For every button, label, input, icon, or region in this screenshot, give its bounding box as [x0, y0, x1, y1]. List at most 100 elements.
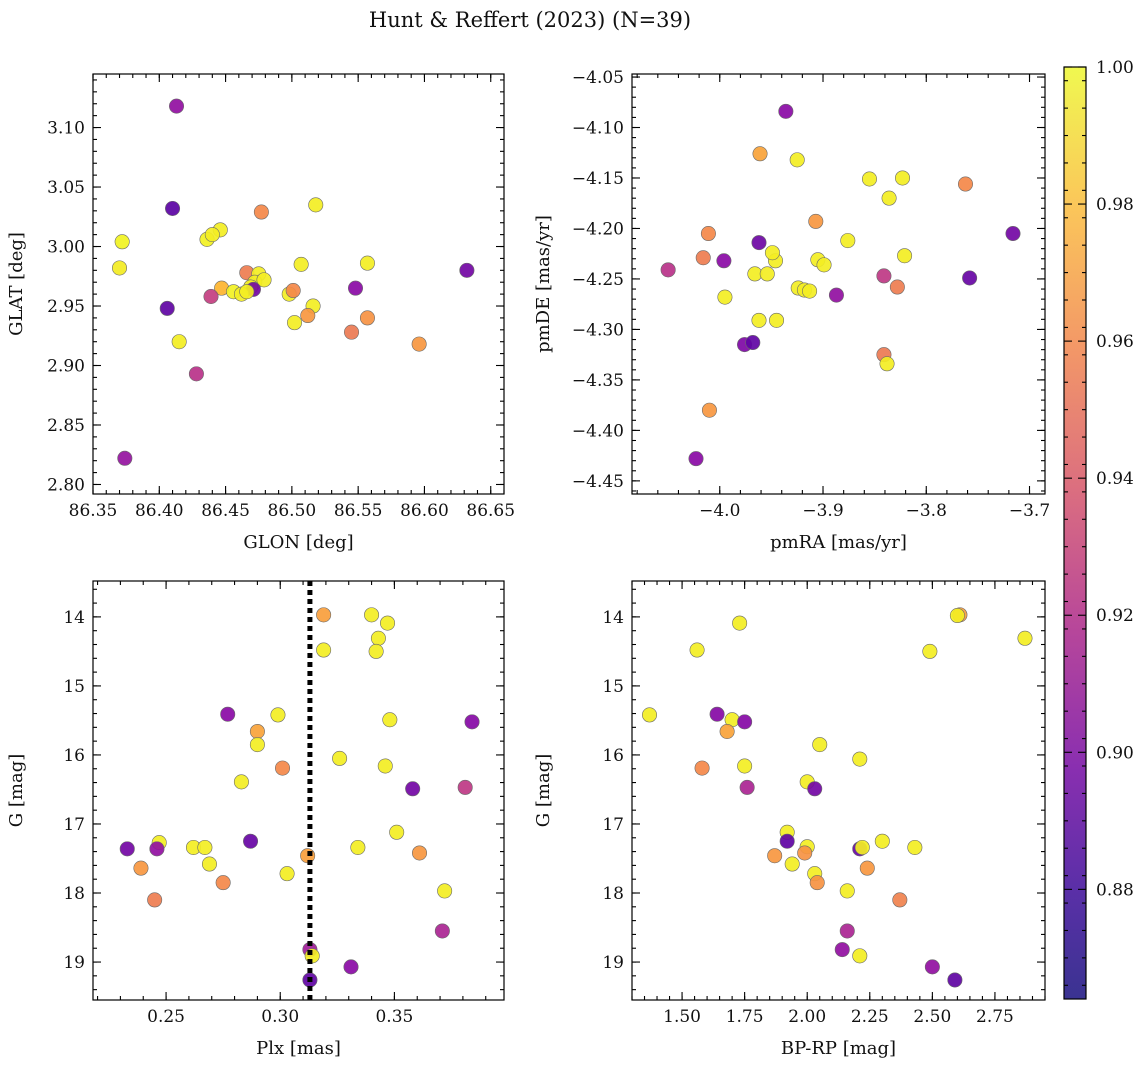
data-point [171, 334, 187, 350]
x-tick-label: −3.9 [802, 501, 843, 521]
y-tick-label: −4.35 [572, 371, 624, 391]
data-point [778, 103, 794, 119]
x-axis-label: pmRA [mas/yr] [770, 532, 907, 553]
x-axis-label: Plx [mas] [256, 1038, 341, 1059]
figure-title: Hunt & Reffert (2023) (N=39) [369, 8, 691, 32]
data-point [300, 308, 316, 324]
y-tick-label: 17 [602, 815, 624, 835]
y-tick-label: 15 [63, 677, 85, 697]
data-point [380, 615, 396, 631]
data-point [807, 781, 823, 797]
data-point [907, 839, 923, 855]
data-point [957, 176, 973, 192]
points-layer [642, 607, 1033, 988]
data-point [197, 839, 213, 855]
data-point [808, 213, 824, 229]
data-point [279, 866, 295, 882]
data-point [716, 253, 732, 269]
x-tick-label: 86.55 [334, 501, 383, 521]
data-point [464, 714, 480, 730]
data-point [114, 234, 130, 250]
points-layer [119, 607, 480, 988]
x-tick-label: −4.0 [699, 501, 740, 521]
data-point [828, 287, 844, 303]
y-tick-label: 16 [63, 746, 85, 766]
data-point [316, 607, 332, 623]
y-tick-label: −4.40 [572, 421, 624, 441]
y-tick-label: 2.95 [47, 297, 85, 317]
data-point [784, 856, 800, 872]
data-point [1005, 226, 1021, 242]
colorbar-frame [1063, 66, 1087, 1000]
data-point [732, 615, 748, 631]
data-point [147, 892, 163, 908]
y-tick-label: 19 [63, 953, 85, 973]
colorbar-tick-label: 0.92 [1096, 606, 1134, 626]
data-point [203, 288, 219, 304]
data-point [839, 923, 855, 939]
data-point [689, 642, 705, 658]
x-tick-label: 1.50 [663, 1007, 701, 1027]
data-point [165, 200, 181, 216]
data-point [852, 751, 868, 767]
x-axis-label: BP-RP [mag] [781, 1038, 896, 1059]
colorbar-tick-label: 0.90 [1096, 743, 1134, 763]
x-tick-label: 0.35 [375, 1007, 413, 1027]
data-point [239, 284, 255, 300]
data-point [839, 883, 855, 899]
data-point [660, 262, 676, 278]
data-point [133, 860, 149, 876]
data-point [364, 607, 380, 623]
data-point [204, 227, 220, 243]
y-tick-label: 16 [602, 746, 624, 766]
x-tick-label: 86.50 [268, 501, 317, 521]
y-tick-label: 19 [602, 953, 624, 973]
points-layer [112, 98, 475, 466]
data-point [1017, 630, 1033, 646]
data-point [412, 845, 428, 861]
data-point [717, 289, 733, 305]
data-point [759, 266, 775, 282]
y-axis-label: G [mag] [533, 754, 554, 827]
colorbar-tick-label: 0.94 [1096, 469, 1134, 489]
y-tick-label: 18 [602, 884, 624, 904]
data-point [253, 204, 269, 220]
data-point [701, 402, 717, 418]
colorbar-tick-label: 0.88 [1096, 880, 1134, 900]
data-point [112, 260, 128, 276]
data-point [816, 257, 832, 273]
data-point [779, 833, 795, 849]
colorbar: 0.88 0.90 0.92 0.94 0.96 0.98 1.00 [1063, 58, 1134, 1000]
data-point [694, 760, 710, 776]
data-point [789, 152, 805, 168]
data-point [359, 310, 375, 326]
data-point [188, 366, 204, 382]
data-point [437, 883, 453, 899]
data-point [922, 643, 938, 659]
data-point [962, 270, 978, 286]
data-point [876, 268, 892, 284]
data-point [169, 98, 185, 114]
y-tick-label: 3.00 [47, 238, 85, 258]
x-tick-label: 86.35 [69, 501, 118, 521]
data-point [737, 714, 753, 730]
y-tick-label: −4.25 [572, 270, 624, 290]
data-point [459, 262, 475, 278]
data-point [316, 642, 332, 658]
y-tick-label: 18 [63, 884, 85, 904]
data-point [897, 248, 913, 264]
data-point [382, 712, 398, 728]
data-point [119, 841, 135, 857]
panel-glon-glat: 86.35 86.40 86.45 86.50 86.55 86.60 86.65 2.80 2… [6, 73, 515, 553]
data-point [709, 706, 725, 722]
panel-pmra-pmde: −4.0 −3.9 −3.8 −3.7 −4.45 −4.40 −4.35 −4.30 −4.2… [533, 68, 1050, 553]
data-point [287, 315, 303, 331]
data-point [892, 892, 908, 908]
colorbar-tick-label: 0.98 [1096, 195, 1134, 215]
y-tick-label: −4.45 [572, 472, 624, 492]
data-point [834, 942, 850, 958]
data-point [879, 356, 895, 372]
data-point [220, 706, 236, 722]
data-point [368, 643, 384, 659]
